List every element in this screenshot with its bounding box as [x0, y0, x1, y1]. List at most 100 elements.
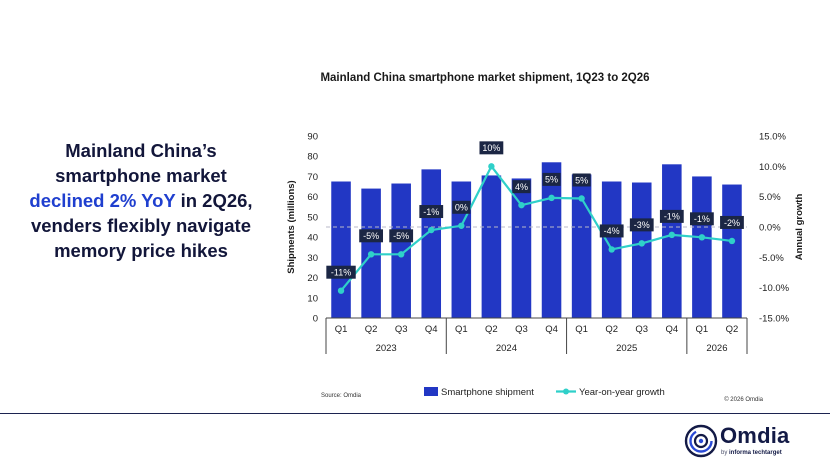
- growth-label-5: 10%: [482, 143, 500, 153]
- growth-label-bg-0: [326, 265, 356, 279]
- x-tick-label-2: Q3: [395, 324, 408, 335]
- bar-0: [331, 181, 351, 318]
- growth-label-1: -5%: [363, 231, 379, 241]
- bar-13: [722, 184, 742, 318]
- y2-tick-label-1: -10.0%: [759, 283, 790, 294]
- bar-2: [391, 183, 411, 318]
- x-tick-label-7: Q4: [545, 324, 558, 335]
- x-tick-label-13: Q2: [726, 324, 739, 335]
- y-tick-label-0: 0: [313, 314, 318, 325]
- growth-point-13: [728, 237, 736, 245]
- y2-tick-label-5: 10.0%: [759, 162, 786, 173]
- x-tick-label-11: Q4: [665, 324, 678, 335]
- growth-label-bg-8: [572, 173, 591, 187]
- copyright-note: © 2026 Omdia: [724, 396, 763, 403]
- y-tick-label-3: 30: [307, 253, 318, 264]
- x-tick-label-4: Q1: [455, 324, 468, 335]
- omdia-logo-mark-icon: [684, 424, 718, 458]
- growth-point-10: [638, 240, 645, 247]
- y2-tick-label-0: -15.0%: [759, 314, 790, 325]
- x-tick-label-9: Q2: [605, 324, 618, 335]
- growth-label-2: -5%: [393, 231, 409, 241]
- bar-12: [692, 176, 712, 318]
- growth-label-bg-3: [419, 205, 444, 219]
- growth-label-9: -4%: [604, 226, 620, 236]
- bottom-divider: [0, 413, 830, 414]
- bar-5: [481, 175, 502, 318]
- growth-label-bg-9: [599, 224, 624, 238]
- growth-point-4: [458, 222, 465, 229]
- x-tick-label-8: Q1: [575, 324, 588, 335]
- bar-3: [421, 169, 442, 318]
- legend-swatch-bar: [424, 387, 438, 396]
- growth-label-7: 5%: [545, 175, 558, 185]
- y-tick-label-7: 70: [307, 172, 318, 183]
- growth-point-3: [428, 226, 435, 234]
- headline-highlight: declined 2% YoY: [29, 190, 176, 211]
- growth-line: [340, 164, 733, 292]
- y-tick-label-2: 20: [307, 273, 318, 284]
- growth-point-8: [578, 195, 585, 202]
- growth-label-12: -1%: [694, 214, 710, 224]
- x-tick-label-10: Q3: [635, 324, 648, 335]
- growth-label-bg-12: [689, 212, 714, 226]
- growth-label-bg-5: [479, 141, 504, 155]
- legend-label-bar: Smartphone shipment: [441, 387, 534, 398]
- y2-tick-label-2: -5.0%: [759, 253, 784, 264]
- headline: Mainland China’s smartphone market decli…: [18, 138, 264, 263]
- growth-label-bg-10: [629, 218, 654, 232]
- growth-label-bg-6: [512, 180, 531, 194]
- growth-point-7: [548, 194, 555, 202]
- y-tick-label-6: 60: [307, 192, 318, 203]
- omdia-logo-tagline: by informa techtarget: [721, 450, 782, 456]
- legend-label-line: Year-on-year growth: [579, 387, 665, 398]
- growth-point-12: [698, 234, 706, 241]
- growth-point-0: [337, 287, 345, 294]
- headline-line-3: declined 2% YoY in 2Q26,: [18, 188, 264, 213]
- bar-7: [541, 162, 562, 318]
- bar-6: [511, 178, 532, 318]
- growth-point-9: [608, 246, 615, 253]
- headline-line-1: Mainland China’s: [65, 140, 217, 161]
- omdia-logo: Omdia by informa techtarget: [684, 422, 824, 462]
- x-tick-label-6: Q3: [515, 324, 528, 335]
- growth-point-2: [397, 251, 405, 258]
- bar-11: [662, 164, 682, 318]
- growth-label-bg-1: [359, 229, 384, 243]
- headline-line-2: smartphone market: [55, 165, 227, 186]
- growth-point-5: [488, 163, 495, 170]
- year-label-2025: 2025: [616, 343, 637, 354]
- year-label-2026: 2026: [706, 343, 727, 354]
- chart-title: Mainland China smartphone market shipmen…: [320, 72, 649, 84]
- growth-label-8: 5%: [575, 175, 588, 185]
- growth-point-1: [367, 251, 375, 258]
- headline-line-3-rest: in 2Q26,: [175, 190, 253, 211]
- y2-axis-label: Annual growth: [794, 194, 805, 261]
- growth-point-11: [668, 231, 676, 239]
- headline-line-5: memory price hikes: [54, 240, 228, 261]
- y-tick-label-9: 90: [307, 132, 318, 143]
- bar-8: [571, 174, 592, 318]
- growth-label-11: -1%: [664, 212, 680, 222]
- legend-swatch-point: [563, 388, 569, 395]
- y-tick-label-8: 80: [307, 152, 318, 163]
- y-tick-label-5: 50: [307, 212, 318, 223]
- y-tick-label-1: 10: [307, 293, 318, 304]
- year-label-2023: 2023: [376, 343, 397, 354]
- growth-label-4: 0%: [455, 203, 468, 213]
- x-tick-label-5: Q2: [485, 324, 498, 335]
- growth-label-10: -3%: [634, 220, 650, 230]
- growth-label-bg-11: [659, 209, 684, 223]
- y2-tick-label-3: 0.0%: [759, 223, 781, 234]
- x-tick-label-12: Q1: [696, 324, 709, 335]
- source-note: Source: Omdia: [321, 393, 362, 399]
- growth-label-bg-13: [720, 215, 744, 229]
- bar-10: [631, 182, 652, 318]
- growth-label-3: -1%: [423, 207, 439, 217]
- y2-tick-label-4: 5.0%: [759, 192, 781, 203]
- growth-point-6: [518, 201, 525, 209]
- y2-tick-label-6: 15.0%: [759, 132, 786, 143]
- growth-label-bg-4: [452, 200, 471, 214]
- x-tick-label-1: Q2: [365, 324, 378, 335]
